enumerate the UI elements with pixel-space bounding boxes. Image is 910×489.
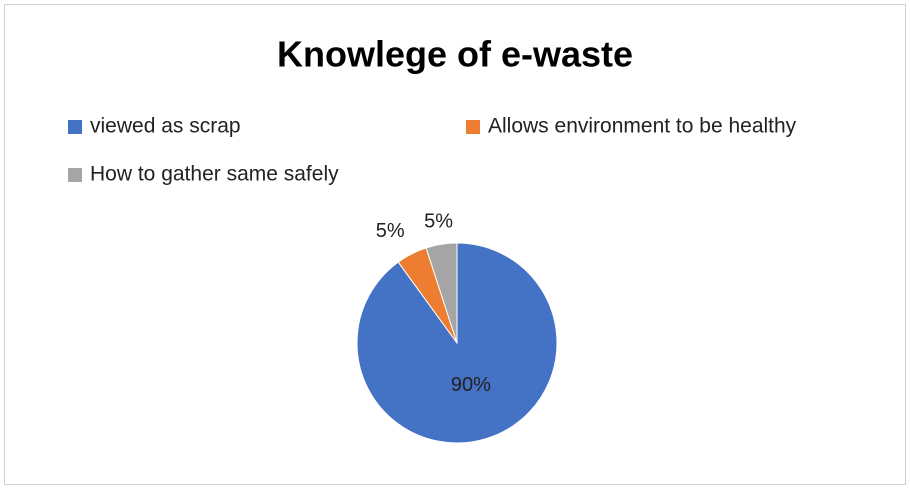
legend-label: viewed as scrap (90, 115, 241, 138)
pie-slice (425, 242, 458, 344)
legend-swatch (466, 120, 480, 134)
data-label: 90% (451, 374, 491, 396)
legend-label: How to gather same safely (90, 163, 339, 186)
chart-title: Knowlege of e-waste (277, 34, 633, 75)
legend-swatch (68, 120, 82, 134)
legend-swatch (68, 168, 82, 182)
data-label: 5% (376, 220, 405, 242)
legend-label: Allows environment to be healthy (488, 115, 797, 138)
data-label: 5% (424, 211, 453, 233)
